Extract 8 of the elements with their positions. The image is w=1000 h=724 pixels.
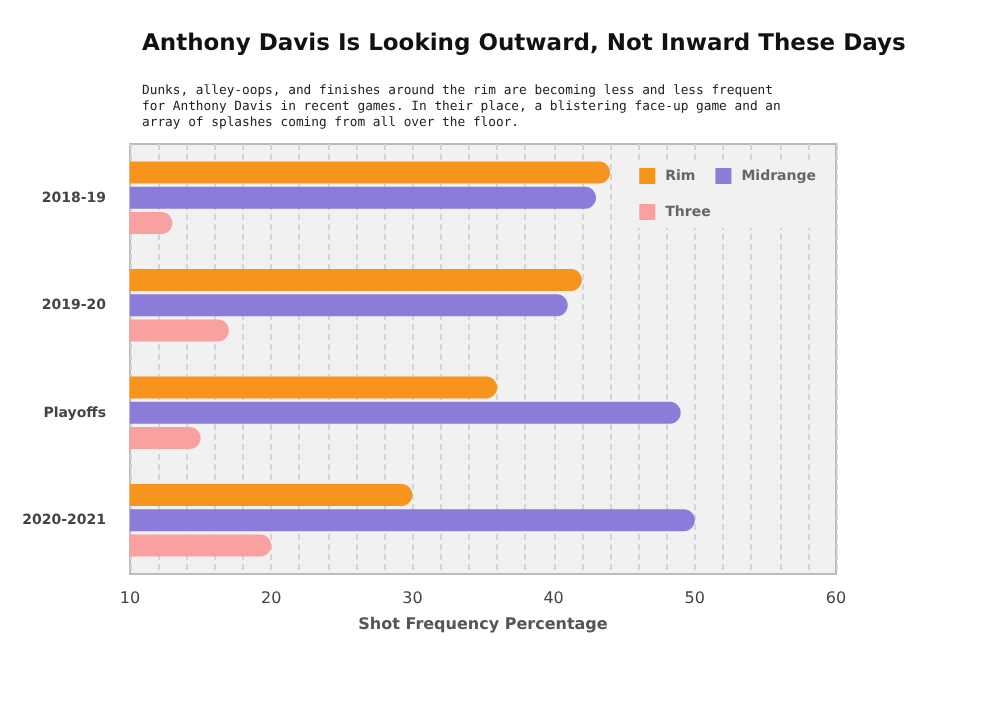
chart-title: Anthony Davis Is Looking Outward, Not Inward These Days xyxy=(142,28,907,56)
x-tick-label: 60 xyxy=(825,589,847,607)
x-tick-label: 30 xyxy=(402,589,423,607)
x-tick-label: 50 xyxy=(684,589,705,607)
x-tick-label: 20 xyxy=(261,589,282,607)
x-tick-label: 10 xyxy=(119,589,141,607)
x-tick-label: 40 xyxy=(543,589,564,607)
x-axis-title: Shot Frequency Percentage xyxy=(358,614,609,633)
